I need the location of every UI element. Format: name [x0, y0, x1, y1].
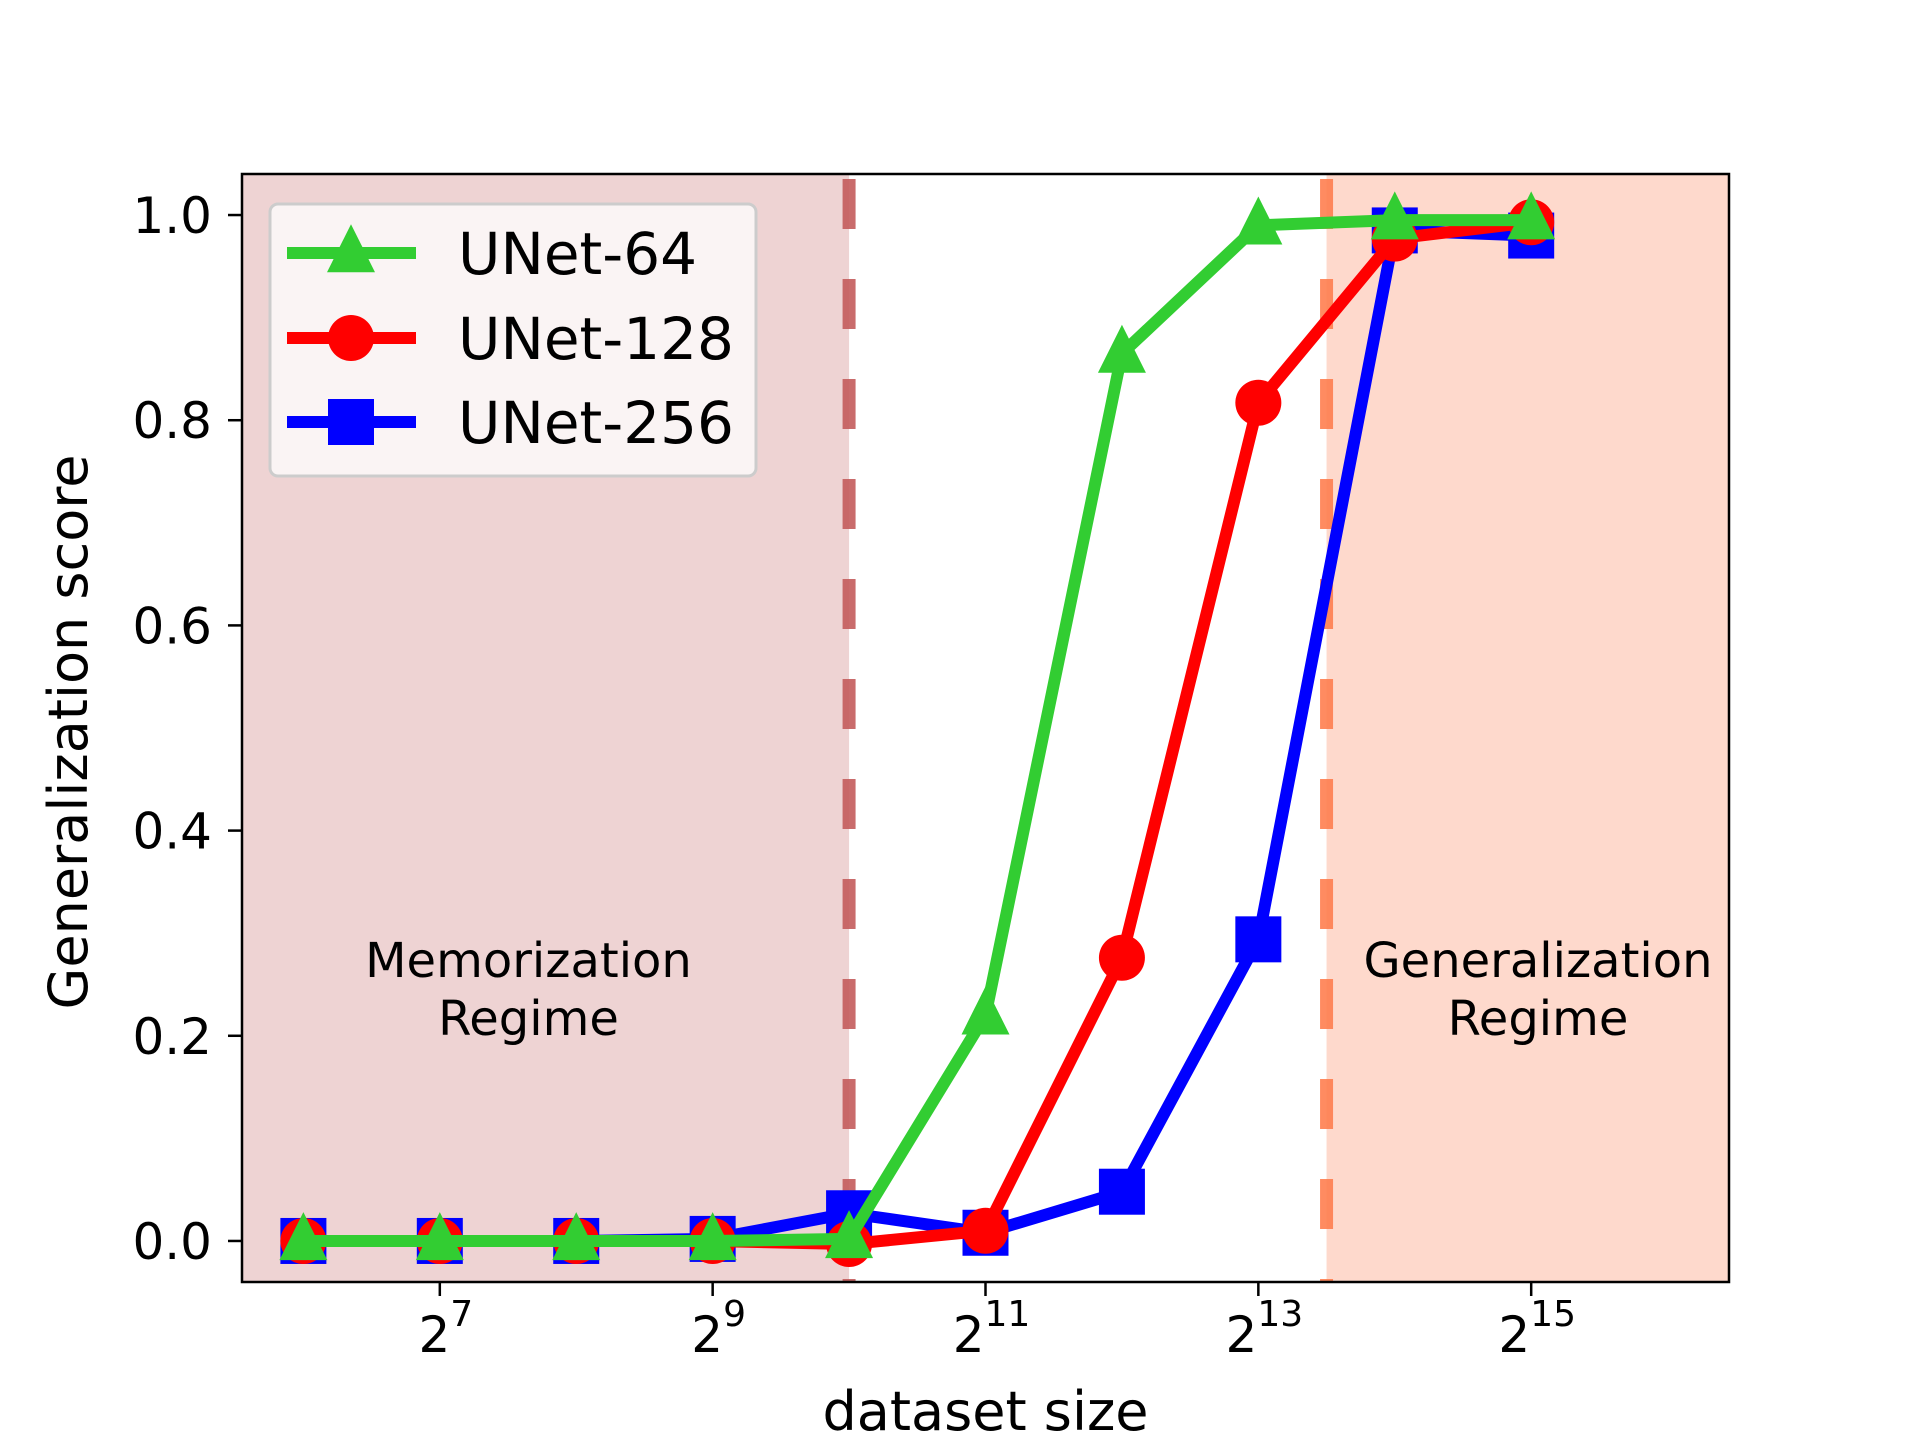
- data-series: [279, 191, 1556, 1268]
- y-tick-label: 0.0: [132, 1213, 212, 1271]
- circle-marker-icon: [1235, 379, 1282, 426]
- x-axis-ticks: 27 29 211 213 215: [418, 1282, 1576, 1364]
- triangle-marker-icon: [1234, 196, 1283, 245]
- x-tick-label: 211: [953, 1294, 1031, 1364]
- y-tick-label: 0.6: [132, 597, 212, 655]
- x-tick-label: 27: [418, 1294, 473, 1364]
- legend-label: UNet-128: [458, 305, 734, 373]
- triangle-marker-icon: [279, 1212, 328, 1261]
- legend: UNet-64 UNet-128 UNet-256: [268, 202, 758, 478]
- y-tick-label: 0.4: [132, 803, 212, 861]
- legend-item: UNet-256: [287, 389, 734, 457]
- y-tick-label: 1.0: [132, 187, 212, 245]
- square-marker-icon: [328, 399, 374, 445]
- triangle-marker-icon: [961, 986, 1010, 1035]
- series-unet-64: [279, 191, 1556, 1261]
- y-tick-label: 0.8: [132, 392, 212, 450]
- legend-label: UNet-256: [458, 389, 734, 457]
- y-axis-label: Generalization score: [37, 455, 100, 1010]
- square-marker-icon: [1235, 916, 1282, 963]
- triangle-marker-icon: [415, 1212, 464, 1261]
- region-label: Regime: [1448, 991, 1629, 1047]
- x-axis-label: dataset size: [822, 1380, 1148, 1440]
- triangle-marker-icon: [1097, 324, 1146, 373]
- triangle-marker-icon: [1370, 191, 1419, 240]
- circle-marker-icon: [1098, 934, 1145, 981]
- legend-item: UNet-128: [287, 305, 734, 373]
- region-label: Memorization: [365, 933, 692, 989]
- triangle-marker-icon: [825, 1210, 874, 1259]
- x-tick-label: 215: [1498, 1294, 1576, 1364]
- legend-item: UNet-64: [287, 220, 697, 288]
- square-marker-icon: [1098, 1168, 1145, 1215]
- y-tick-label: 0.2: [132, 1008, 212, 1066]
- triangle-marker-icon: [327, 224, 375, 273]
- triangle-marker-icon: [688, 1212, 737, 1261]
- region-shade: [1326, 174, 1729, 1282]
- circle-marker-icon: [328, 315, 374, 361]
- triangle-marker-icon: [552, 1212, 601, 1261]
- y-axis-ticks: 0.0 0.2 0.4 0.6 0.8 1.0: [132, 187, 242, 1271]
- x-tick-label: 29: [691, 1294, 746, 1364]
- triangle-marker-icon: [1507, 191, 1556, 240]
- region-label: Regime: [438, 991, 619, 1047]
- legend-label: UNet-64: [458, 220, 697, 288]
- x-tick-label: 213: [1226, 1294, 1304, 1364]
- series-line: [303, 214, 1532, 1247]
- region-label: Generalization: [1363, 933, 1712, 989]
- legend-box: [268, 202, 758, 478]
- circle-marker-icon: [962, 1207, 1009, 1254]
- regime-boundaries: [842, 174, 1334, 1282]
